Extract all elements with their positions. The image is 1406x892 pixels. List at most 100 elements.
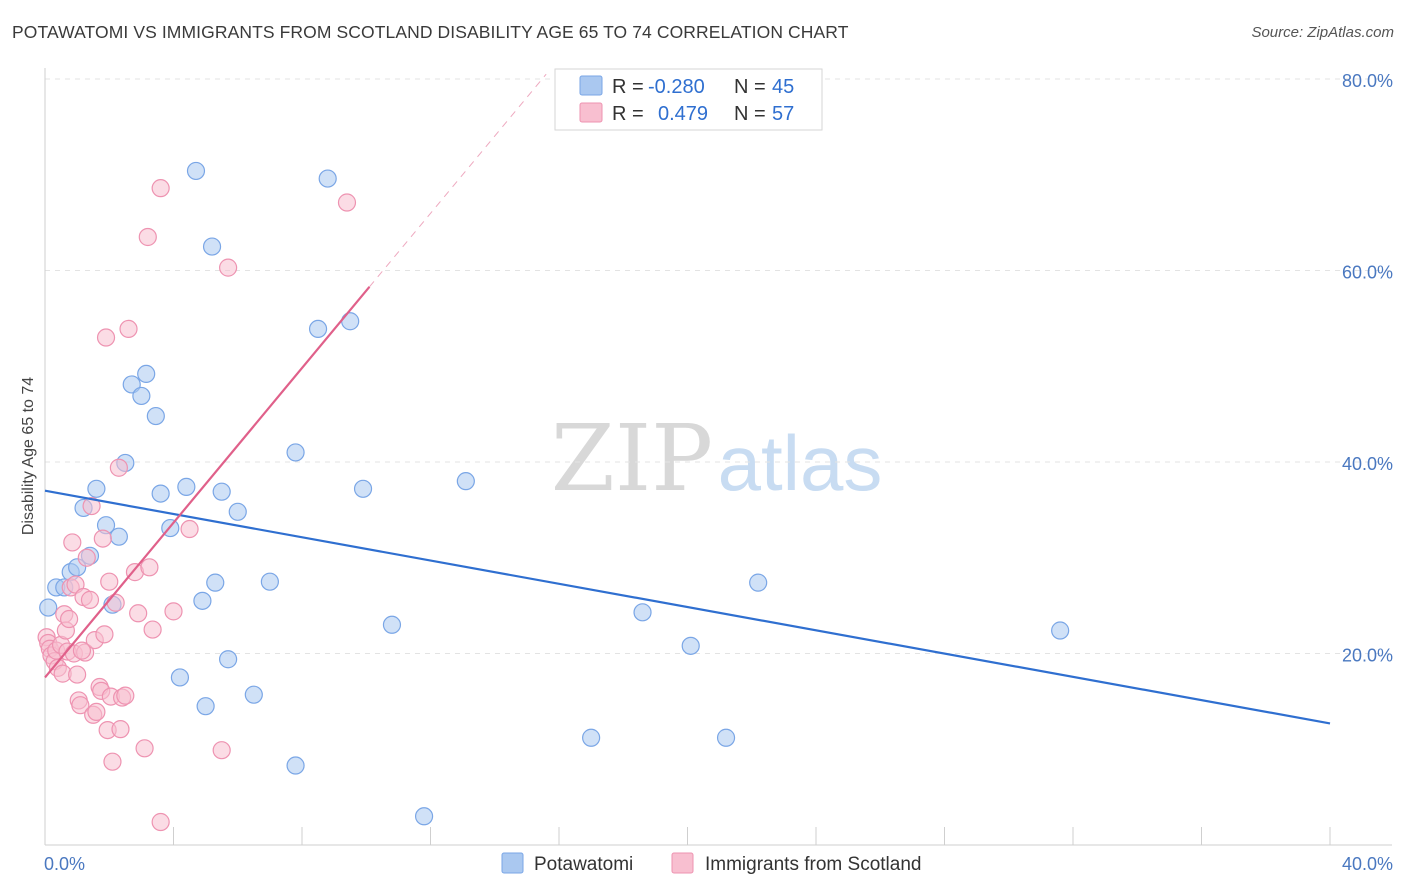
x-tick-labels: 0.0% 40.0% <box>44 854 1393 874</box>
potawatomi-trendline-solid <box>44 489 1331 725</box>
potawatomi-point-0 <box>39 598 58 617</box>
stats-n-value-pink: 57 <box>772 103 794 125</box>
series-legend: Potawatomi Immigrants from Scotland <box>501 852 921 875</box>
scotland-point-30 <box>93 529 112 548</box>
potawatomi-point-43 <box>749 573 768 592</box>
scotland-point-24 <box>82 496 101 516</box>
scotland-point-27 <box>87 702 106 722</box>
scotland-point-19 <box>71 696 90 715</box>
potawatomi-point-41 <box>681 636 700 655</box>
legend-swatch-scotland <box>671 852 694 874</box>
potawatomi-point-10 <box>109 527 128 546</box>
stats-n-label-blue: N = <box>734 76 766 98</box>
scotland-point-37 <box>106 593 125 612</box>
scotland-point-41 <box>116 686 135 705</box>
y-tick-labels: 20.0% 40.0% 60.0% 80.0% <box>1342 71 1393 666</box>
y-axis-label: Disability Age 65 to 74 <box>20 377 37 535</box>
scotland-point-23 <box>80 590 100 609</box>
potawatomi-point-30 <box>286 443 305 462</box>
scotland-point-12 <box>59 609 79 629</box>
y-tick-label-1: 40.0% <box>1342 454 1393 474</box>
stats-r-value-blue: -0.280 <box>648 76 705 98</box>
scotland-point-56 <box>72 641 92 660</box>
scotland-point-14 <box>63 533 82 552</box>
scotland-trendline-solid <box>44 286 371 679</box>
stats-legend: R = -0.280 N = 45 R = 0.479 N = 57 <box>554 68 823 131</box>
stats-r-value-pink: 0.479 <box>658 103 708 125</box>
potawatomi-point-18 <box>170 668 190 687</box>
potawatomi-point-40 <box>633 603 652 622</box>
potawatomi-point-22 <box>196 697 215 716</box>
chart-title: POTAWATOMI VS IMMIGRANTS FROM SCOTLAND D… <box>12 22 849 42</box>
potawatomi-point-39 <box>582 728 601 747</box>
potawatomi-point-13 <box>132 386 151 406</box>
scotland-point-48 <box>143 620 162 639</box>
scotland-point-54 <box>219 258 238 277</box>
potawatomi-point-26 <box>219 650 238 669</box>
source-label: Source: ZipAtlas.com <box>1251 24 1394 41</box>
potawatomi-point-21 <box>193 591 212 610</box>
grid-lines <box>45 78 1392 654</box>
scotland-point-32 <box>96 328 116 347</box>
legend-swatch-potawatomi <box>501 852 524 874</box>
potawatomi-point-23 <box>202 237 222 256</box>
scotland-point-34 <box>100 572 119 591</box>
scotland-point-31 <box>95 625 114 644</box>
potawatomi-point-34 <box>341 312 360 331</box>
scotland-point-49 <box>151 812 170 832</box>
potawatomi-point-37 <box>414 807 434 826</box>
potawatomi-point-19 <box>177 477 196 496</box>
watermark: ZIP atlas <box>551 405 882 512</box>
potawatomi-point-20 <box>186 161 206 181</box>
stats-n-label-pink: N = <box>734 103 766 125</box>
potawatomi-point-35 <box>353 479 373 498</box>
potawatomi-point-24 <box>206 573 225 592</box>
potawatomi-point-7 <box>87 479 106 498</box>
trend-lines <box>44 73 1331 725</box>
potawatomi-point-14 <box>137 364 156 384</box>
scotland-trendline-dashed <box>369 73 547 288</box>
x-tick-label-0: 0.0% <box>44 854 85 874</box>
potawatomi-point-44 <box>1051 621 1070 640</box>
scotland-point-55 <box>337 193 357 212</box>
scotland-point-45 <box>135 739 154 758</box>
potawatomi-point-28 <box>244 685 263 704</box>
scotland-point-38 <box>109 458 128 477</box>
stats-legend-swatch-blue <box>579 75 603 96</box>
stats-r-label-pink: R = <box>612 103 644 125</box>
scotland-point-39 <box>111 720 130 739</box>
y-tick-label-0: 20.0% <box>1342 646 1393 666</box>
scotland-point-42 <box>119 319 138 339</box>
stats-r-label-blue: R = <box>612 76 644 98</box>
legend-label-scotland: Immigrants from Scotland <box>705 854 921 875</box>
x-tick-label-1: 40.0% <box>1342 854 1393 874</box>
scotland-point-46 <box>138 227 157 247</box>
potawatomi-point-31 <box>286 756 305 775</box>
legend-label-potawatomi: Potawatomi <box>534 854 633 875</box>
axes <box>44 68 1392 846</box>
potawatomi-point-29 <box>260 572 279 591</box>
scotland-point-22 <box>77 548 96 567</box>
potawatomi-point-15 <box>146 406 165 426</box>
scotland-point-50 <box>151 179 170 198</box>
potawatomi-point-32 <box>308 319 328 339</box>
watermark-zip: ZIP <box>551 405 713 512</box>
scotland-point-17 <box>68 665 87 684</box>
potawatomi-point-27 <box>228 502 247 521</box>
data-points <box>37 161 1070 832</box>
scotland-point-51 <box>164 602 183 621</box>
potawatomi-point-25 <box>212 482 231 501</box>
scotland-point-47 <box>140 558 159 577</box>
watermark-atlas: atlas <box>718 419 883 507</box>
y-tick-label-3: 80.0% <box>1342 71 1393 91</box>
stats-legend-swatch-pink <box>579 102 603 123</box>
scotland-point-36 <box>103 752 122 771</box>
potawatomi-point-36 <box>382 615 402 634</box>
scotland-point-52 <box>180 519 199 539</box>
stats-n-value-blue: 45 <box>772 76 794 98</box>
potawatomi-point-33 <box>318 169 337 188</box>
potawatomi-point-16 <box>151 484 170 503</box>
potawatomi-point-38 <box>456 472 475 491</box>
scotland-point-44 <box>129 604 148 623</box>
